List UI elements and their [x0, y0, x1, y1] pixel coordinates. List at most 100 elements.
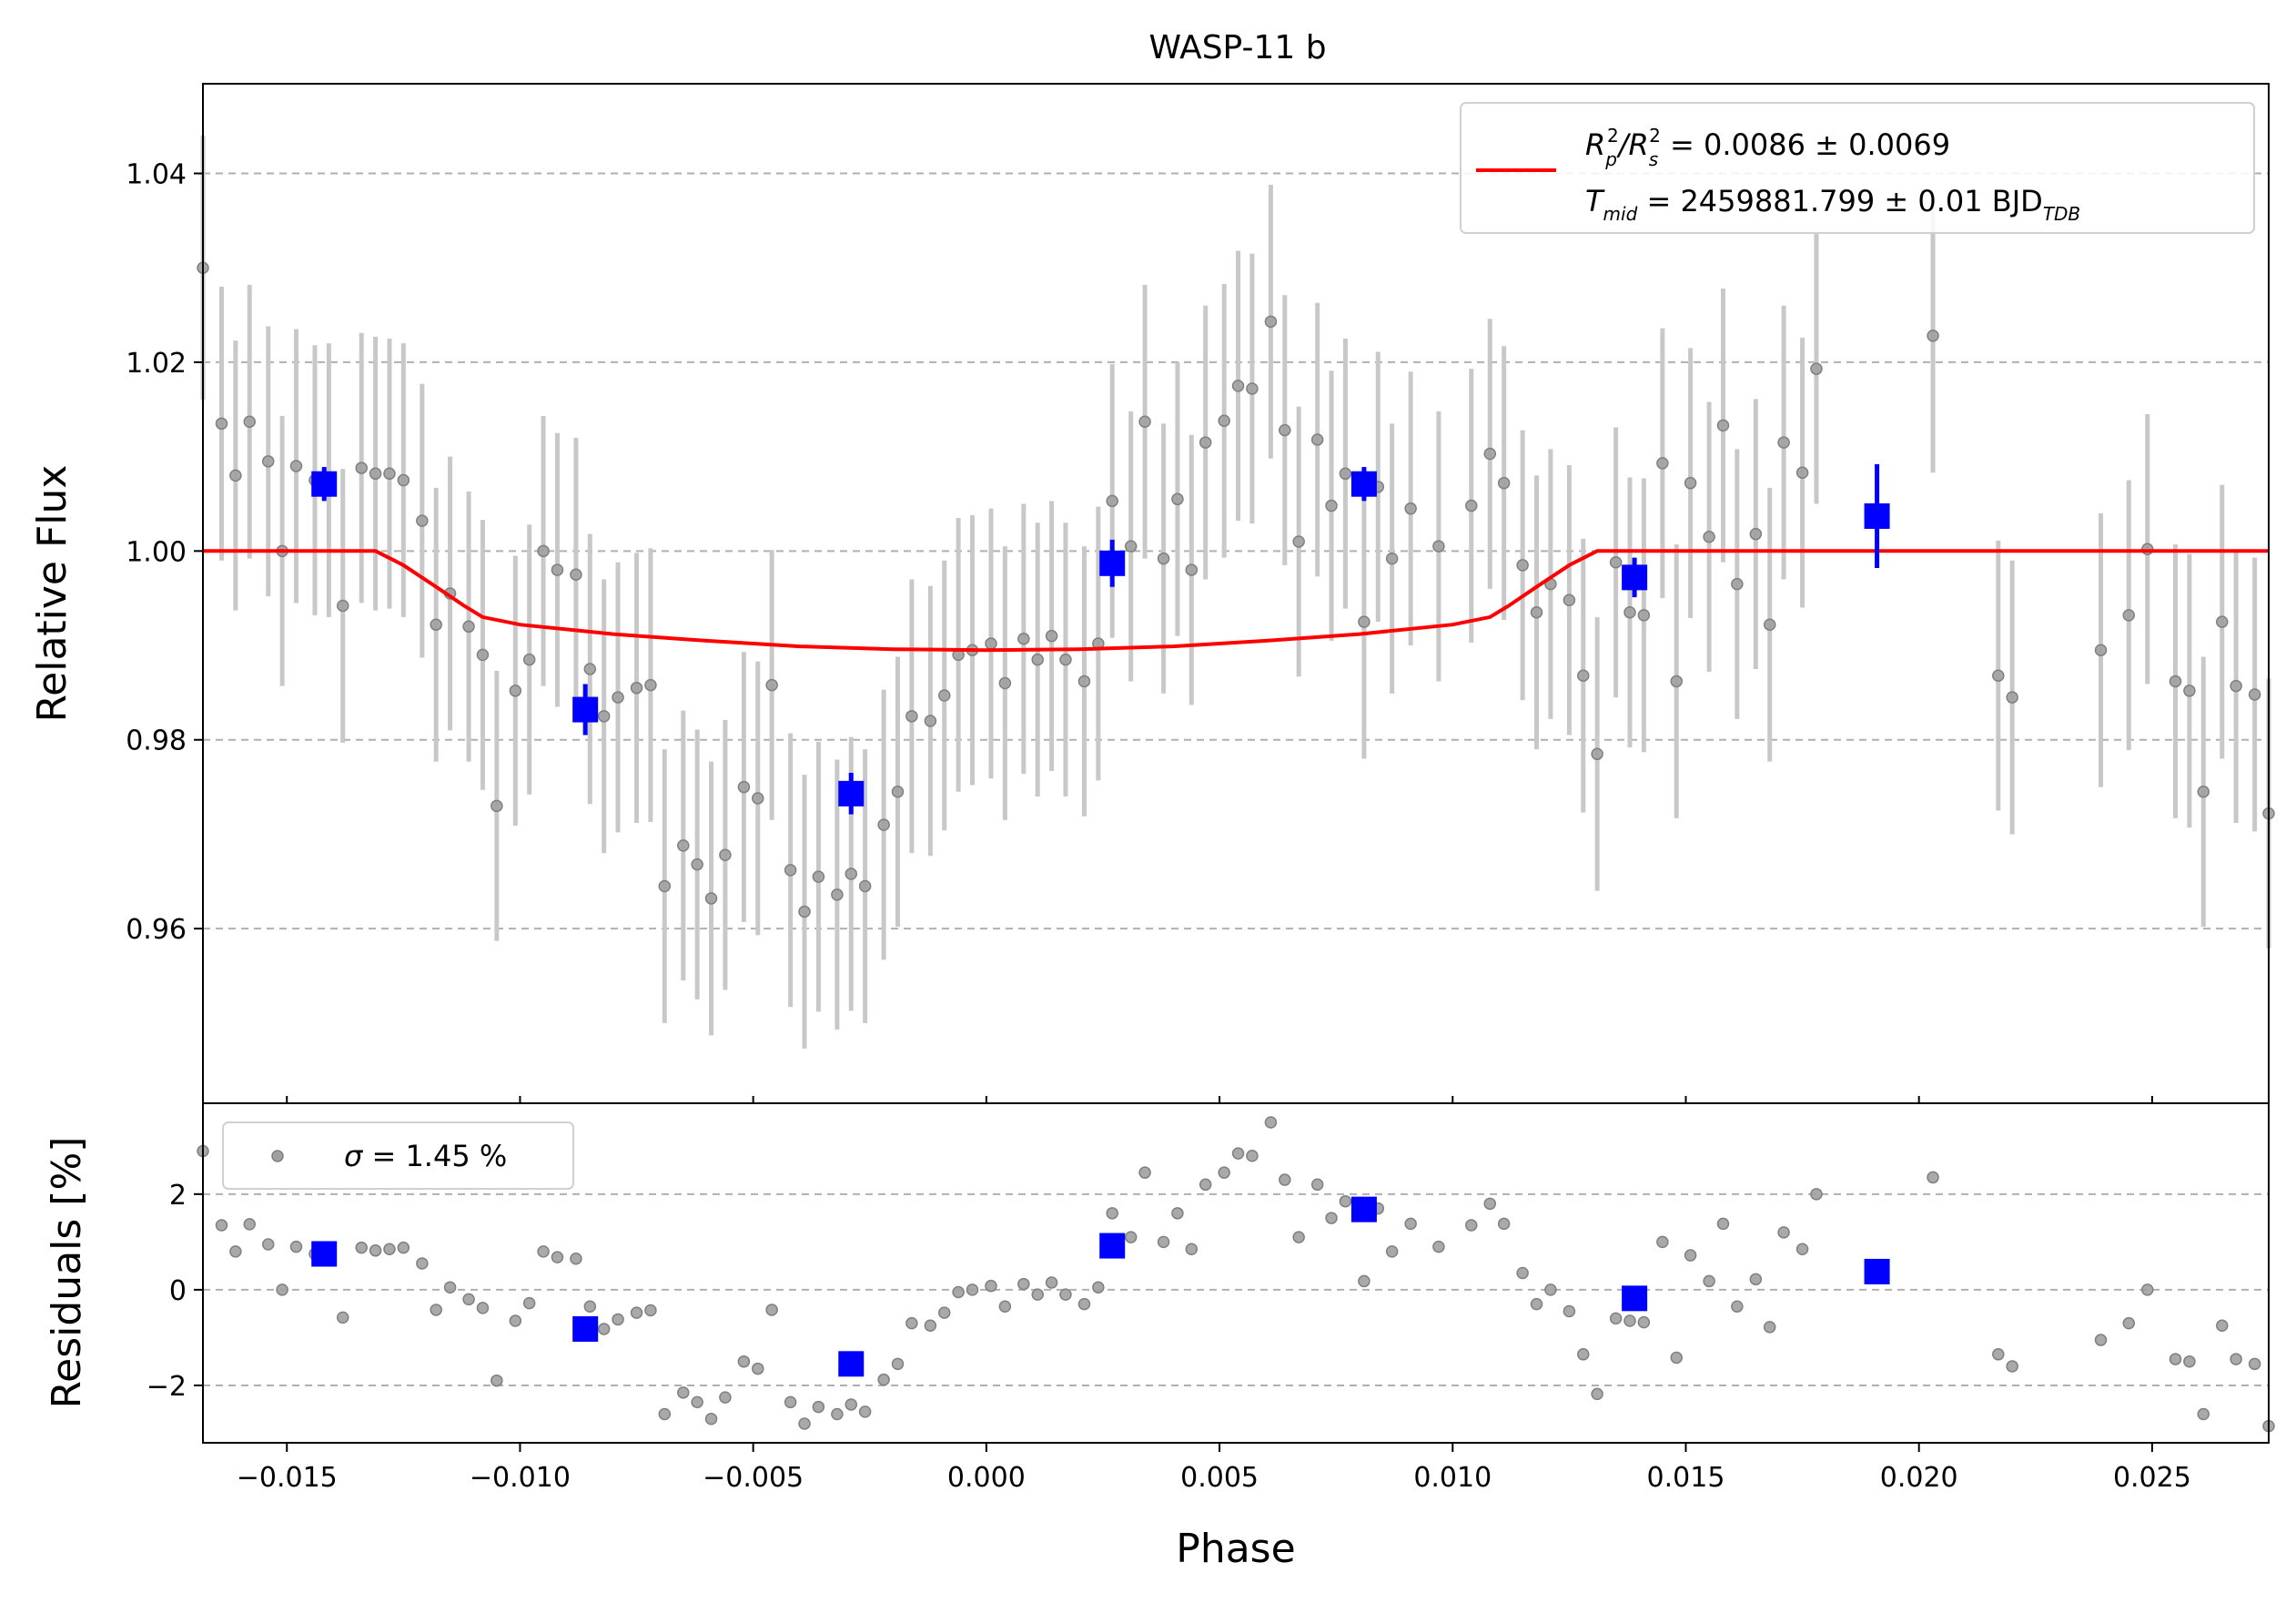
- x-tick-label: 0.000: [947, 1462, 1026, 1494]
- residual-point: [355, 1241, 368, 1254]
- residual-panel: −2 0 2 −0.015 −0.010 −0.005 0.000 0.005 0.010 0.…: [44, 1096, 2275, 1572]
- raw-point: [704, 892, 718, 905]
- raw-point: [1218, 414, 1230, 427]
- residual-point: [1670, 1351, 1683, 1365]
- residual-point: [1465, 1219, 1478, 1232]
- raw-point: [1670, 675, 1683, 688]
- binned-point: [838, 780, 865, 807]
- residual-point: [1927, 1171, 1939, 1184]
- residual-point: [1810, 1188, 1823, 1201]
- raw-point: [831, 888, 844, 901]
- residual-point: [2183, 1354, 2196, 1368]
- residual-point: [798, 1417, 811, 1430]
- raw-point: [905, 710, 918, 723]
- residual-point: [416, 1257, 429, 1270]
- legend-rp-rs-text: Rp2/Rs2 = 0.0086 ± 0.0069: [1585, 125, 1950, 170]
- residual-point: [1656, 1235, 1669, 1249]
- transit-model-line: [203, 549, 2269, 653]
- main-raw-errorbars: [200, 136, 2271, 1049]
- legend-rs-symbol: /R: [1616, 127, 1649, 162]
- residual-point: [1516, 1266, 1529, 1280]
- legend-sigma-text: σ = 1.45 %: [344, 1139, 507, 1173]
- raw-point: [1749, 527, 1763, 541]
- raw-point: [1106, 494, 1118, 508]
- residual-point: [2216, 1319, 2229, 1333]
- main-y-tick-label: 0.98: [126, 725, 187, 757]
- raw-point: [2122, 609, 2136, 622]
- raw-point: [383, 467, 396, 481]
- raw-point: [891, 786, 905, 798]
- raw-point: [1246, 382, 1259, 395]
- raw-point: [1576, 669, 1590, 682]
- x-tick-label: 0.025: [2113, 1462, 2191, 1494]
- residual-legend: σ = 1.45 %: [222, 1121, 574, 1190]
- residual-point: [1092, 1281, 1105, 1294]
- residual-point: [383, 1243, 396, 1255]
- legend-rp-symbol: R: [1585, 127, 1605, 162]
- residual-binned-point: [1864, 1258, 1890, 1284]
- residual-y-tick-label: 2: [169, 1180, 187, 1212]
- raw-point: [261, 455, 275, 468]
- residual-y-tick-label: −2: [147, 1371, 187, 1403]
- residual-point: [905, 1316, 918, 1330]
- raw-point: [691, 857, 703, 871]
- main-axes-frame: [202, 83, 2270, 1104]
- raw-point: [877, 818, 890, 831]
- residual-point: [765, 1304, 778, 1316]
- residual-point: [476, 1302, 490, 1314]
- raw-point: [924, 715, 937, 727]
- residual-binned-point: [1350, 1196, 1377, 1223]
- residual-point: [2197, 1407, 2210, 1421]
- residual-point: [509, 1314, 522, 1327]
- raw-point: [476, 648, 490, 662]
- raw-point: [1703, 531, 1715, 543]
- residual-point: [1563, 1304, 1576, 1318]
- legend-rp-sup: 2: [1607, 125, 1619, 147]
- residual-point: [1777, 1226, 1790, 1239]
- residual-point: [215, 1219, 228, 1232]
- x-tick-label: 0.010: [1413, 1462, 1492, 1494]
- residual-point: [261, 1238, 275, 1251]
- raw-point: [1185, 563, 1199, 576]
- raw-point: [2248, 688, 2261, 701]
- residual-point: [1609, 1312, 1623, 1325]
- raw-point: [1279, 423, 1291, 437]
- residual-point: [1246, 1150, 1259, 1162]
- raw-point: [1199, 436, 1212, 449]
- residual-point: [1045, 1276, 1058, 1289]
- residual-point: [831, 1407, 844, 1421]
- residual-point: [691, 1395, 703, 1409]
- residual-point: [1077, 1297, 1091, 1311]
- residual-point: [1231, 1147, 1245, 1160]
- raw-point: [2216, 615, 2229, 628]
- residual-binned-point: [1622, 1285, 1648, 1312]
- residual-binned-point: [838, 1351, 865, 1377]
- chart-title: WASP-11 b: [1148, 29, 1326, 66]
- residual-point: [276, 1283, 288, 1296]
- raw-point: [1716, 419, 1730, 432]
- residual-point: [1637, 1315, 1651, 1329]
- residual-point: [985, 1279, 997, 1293]
- residual-point: [1703, 1274, 1715, 1288]
- residual-point: [644, 1304, 657, 1317]
- x-ticks: −0.015 −0.010 −0.005 0.000 0.005 0.010 0.015 0.…: [237, 1096, 2191, 1494]
- residual-point: [845, 1398, 858, 1411]
- raw-point: [522, 653, 536, 666]
- x-tick-label: −0.005: [703, 1462, 804, 1494]
- residual-point: [430, 1304, 442, 1316]
- raw-point: [1810, 362, 1823, 375]
- residual-point: [1576, 1348, 1590, 1361]
- raw-point: [416, 514, 429, 527]
- legend-tmid-text: Tmid = 2459881.799 ± 0.01 BJDTDB: [1585, 184, 2080, 225]
- x-tick-label: −0.015: [237, 1462, 338, 1494]
- residual-point: [1157, 1235, 1170, 1249]
- residual-point: [1358, 1274, 1371, 1288]
- residual-y-tick-label: 0: [169, 1275, 187, 1307]
- residual-point: [1059, 1288, 1072, 1301]
- raw-point: [998, 676, 1012, 690]
- residual-raw-points: [197, 1116, 2275, 1433]
- raw-point: [243, 415, 256, 429]
- residual-point: [630, 1306, 643, 1319]
- residual-point: [937, 1306, 951, 1319]
- legend-rs-sup: 2: [1649, 125, 1661, 147]
